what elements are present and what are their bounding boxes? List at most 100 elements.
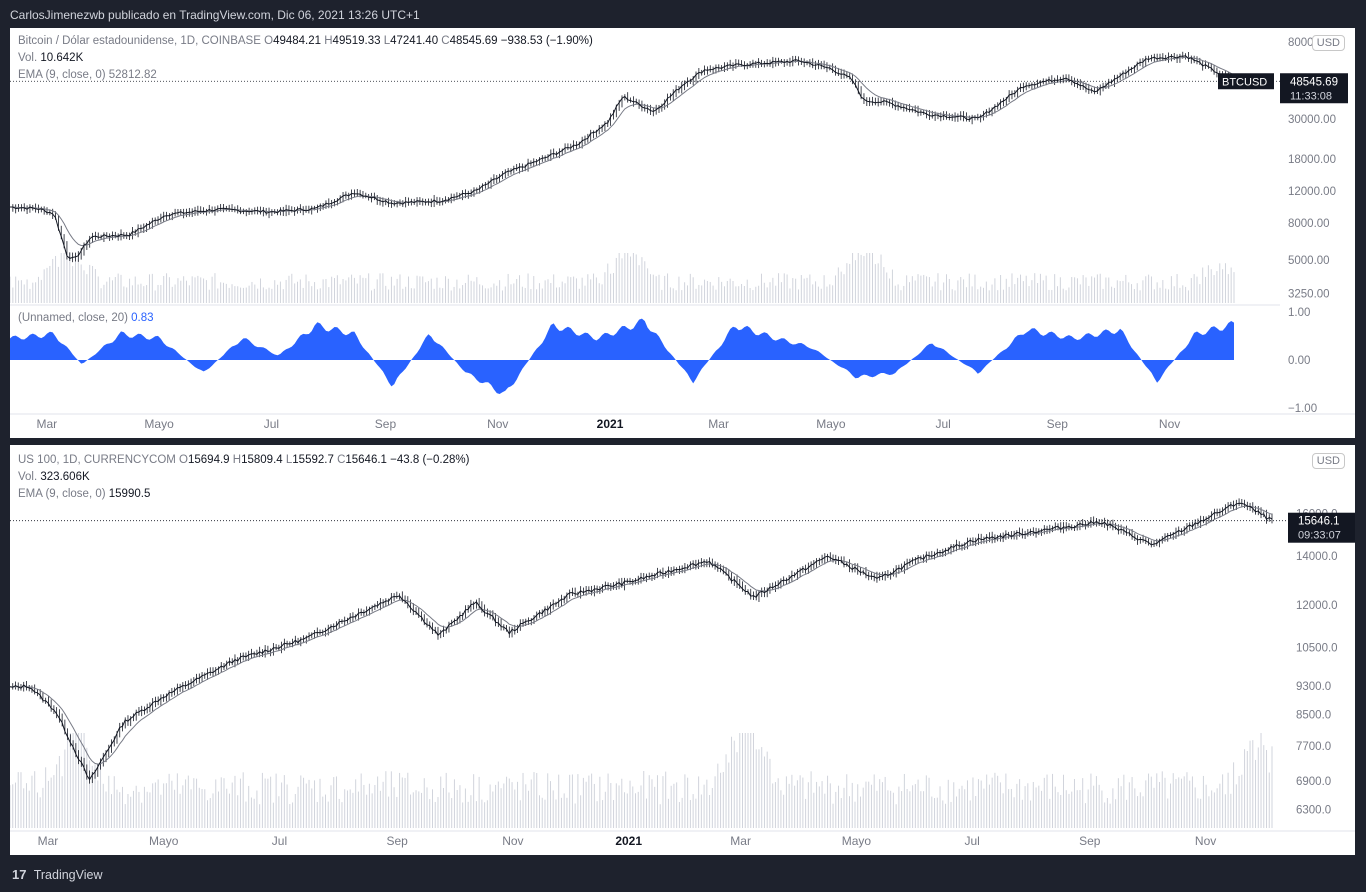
volume-bar bbox=[368, 273, 370, 303]
volume-bar bbox=[355, 779, 357, 828]
volume-bar bbox=[46, 267, 48, 303]
volume-bar bbox=[821, 781, 823, 828]
volume-bar bbox=[1021, 799, 1023, 828]
volume-bar bbox=[379, 790, 381, 828]
volume-bar bbox=[676, 782, 678, 828]
btcusd-chart-panel[interactable]: 80000.0030000.0018000.0012000.008000.005… bbox=[10, 28, 1355, 438]
volume-bar bbox=[482, 285, 484, 303]
volume-bar bbox=[931, 286, 933, 303]
us100-volume-legend: Vol. 323.606K bbox=[18, 471, 90, 483]
volume-bar bbox=[800, 275, 802, 303]
volume-bar bbox=[1193, 274, 1195, 303]
volume-bar bbox=[664, 275, 666, 303]
volume-bar bbox=[1031, 280, 1033, 303]
volume-bar bbox=[473, 774, 475, 828]
volume-bar bbox=[89, 760, 91, 828]
volume-bar bbox=[1219, 263, 1221, 303]
volume-bar bbox=[1101, 790, 1103, 828]
volume-bar bbox=[212, 793, 214, 828]
volume-bar bbox=[602, 800, 604, 828]
volume-bar bbox=[931, 796, 933, 828]
volume-bar bbox=[160, 284, 162, 303]
volume-bar bbox=[31, 775, 33, 828]
volume-bar bbox=[868, 781, 870, 828]
volume-bar bbox=[741, 283, 743, 303]
btc-currency-button[interactable]: USD bbox=[1311, 35, 1345, 51]
volume-bar bbox=[986, 774, 988, 828]
volume-bar bbox=[763, 756, 765, 828]
volume-bar bbox=[42, 787, 44, 828]
volume-bar bbox=[945, 803, 947, 828]
volume-bar bbox=[1008, 789, 1010, 828]
tradingview-logo-icon: 17 bbox=[12, 867, 27, 882]
volume-bar bbox=[40, 279, 42, 303]
btcusd-chart[interactable]: 80000.0030000.0018000.0012000.008000.005… bbox=[10, 28, 1355, 438]
volume-bar bbox=[564, 283, 566, 303]
volume-bar bbox=[225, 283, 227, 303]
volume-bar bbox=[975, 795, 977, 828]
us100-chart[interactable]: 16000.014000.012000.010500.09300.08500.0… bbox=[10, 445, 1355, 855]
volume-bar bbox=[346, 790, 348, 828]
volume-bar bbox=[97, 276, 99, 303]
volume-bar bbox=[951, 289, 953, 303]
x-tick-label: Sep bbox=[386, 834, 408, 848]
volume-bar bbox=[626, 793, 628, 828]
volume-bar bbox=[154, 782, 156, 828]
volume-bar bbox=[917, 779, 919, 828]
volume-bar bbox=[991, 284, 993, 303]
us100-chart-panel[interactable]: 16000.014000.012000.010500.09300.08500.0… bbox=[10, 445, 1355, 855]
volume-bar bbox=[336, 275, 338, 303]
volume-bar bbox=[489, 784, 491, 828]
volume-bar bbox=[519, 275, 521, 303]
volume-bar bbox=[884, 776, 886, 828]
volume-bar bbox=[67, 733, 69, 828]
volume-bar bbox=[473, 281, 475, 303]
volume-bar bbox=[607, 263, 609, 303]
volume-bar bbox=[203, 278, 205, 303]
volume-bar bbox=[964, 789, 966, 828]
volume-bar bbox=[1145, 780, 1147, 828]
volume-bar bbox=[1041, 790, 1043, 828]
volume-bar bbox=[316, 801, 318, 828]
last-price-box bbox=[1288, 512, 1355, 543]
volume-bar bbox=[1150, 776, 1152, 828]
volume-bar bbox=[1224, 794, 1226, 828]
x-tick-label: 2021 bbox=[615, 834, 642, 848]
volume-bar bbox=[20, 772, 22, 828]
volume-bar bbox=[80, 264, 82, 303]
volume-bar bbox=[624, 253, 626, 303]
volume-bar bbox=[670, 785, 672, 828]
volume-bar bbox=[519, 800, 521, 828]
volume-bar bbox=[971, 286, 973, 303]
volume-bar bbox=[957, 280, 959, 303]
volume-bar bbox=[1094, 277, 1096, 303]
volume-bar bbox=[914, 280, 916, 303]
volume-bar bbox=[525, 784, 527, 828]
volume-bar bbox=[675, 290, 677, 303]
volume-bar bbox=[647, 268, 649, 303]
btc-open-label: O bbox=[264, 35, 274, 47]
volume-bar bbox=[34, 771, 36, 828]
volume-bar bbox=[396, 278, 398, 303]
volume-bar bbox=[426, 787, 428, 828]
volume-bar bbox=[521, 286, 523, 303]
volume-bar bbox=[274, 280, 276, 303]
volume-bar bbox=[100, 760, 102, 828]
volume-bar bbox=[92, 265, 94, 303]
volume-bar bbox=[587, 274, 589, 303]
volume-bar bbox=[419, 276, 421, 303]
volume-bar bbox=[481, 799, 483, 828]
volume-bar bbox=[105, 791, 107, 828]
volume-bar bbox=[379, 273, 381, 303]
volume-bar bbox=[94, 764, 96, 828]
volume-bar bbox=[407, 772, 409, 828]
volume-bar bbox=[961, 785, 963, 828]
volume-bar bbox=[1241, 774, 1243, 828]
volume-bar bbox=[681, 290, 683, 303]
volume-bar bbox=[977, 779, 979, 828]
volume-bar bbox=[352, 792, 354, 828]
us100-currency-button[interactable]: USD bbox=[1311, 453, 1345, 469]
volume-bar bbox=[644, 261, 646, 303]
volume-bar bbox=[1252, 740, 1254, 828]
volume-bar bbox=[652, 274, 654, 303]
